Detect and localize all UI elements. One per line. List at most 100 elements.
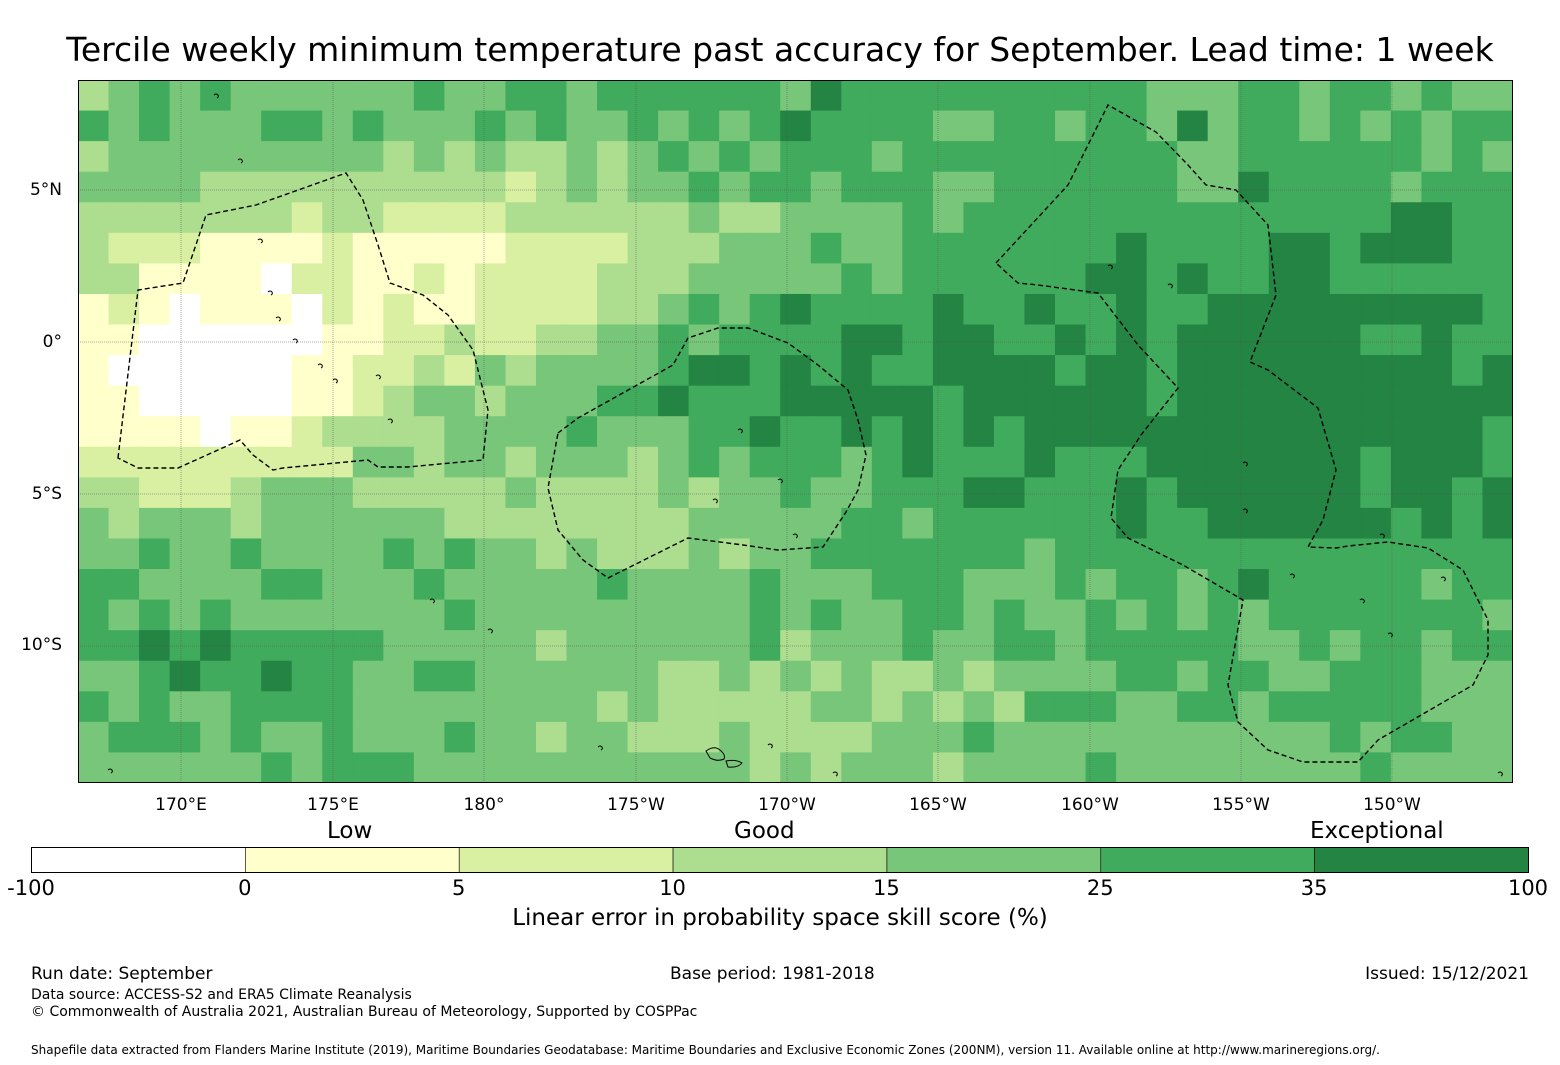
skill-cell	[566, 355, 598, 387]
skill-cell	[383, 385, 415, 417]
skill-cell	[291, 202, 323, 234]
skill-cell	[963, 232, 995, 264]
skill-cell	[1390, 416, 1422, 448]
skill-cell	[322, 599, 354, 631]
skill-cell	[1451, 569, 1484, 601]
skill-cell	[322, 80, 354, 112]
skill-cell	[1268, 416, 1300, 448]
skill-cell	[1299, 171, 1331, 203]
skill-cell	[1207, 446, 1239, 478]
skill-cell	[1055, 324, 1087, 356]
skill-cell	[78, 599, 110, 631]
skill-cell	[658, 324, 690, 356]
skill-cell	[1360, 171, 1392, 203]
skill-cell	[902, 80, 934, 112]
skill-cell	[1268, 721, 1300, 754]
skill-cell	[688, 691, 720, 723]
skill-cell	[1055, 691, 1087, 723]
skill-cell	[841, 263, 873, 295]
skill-cell	[505, 477, 537, 509]
island-mark	[387, 418, 393, 424]
skill-cell	[1451, 141, 1484, 173]
island-mark	[1387, 632, 1393, 638]
skill-cell	[1390, 171, 1422, 203]
skill-cell	[871, 752, 903, 783]
skill-cell	[291, 507, 323, 540]
skill-cell	[1146, 721, 1178, 754]
skill-cell	[1085, 80, 1117, 112]
skill-cell	[749, 110, 781, 142]
skill-cell	[1451, 232, 1484, 264]
skill-cell	[291, 171, 323, 203]
island-mark	[1242, 461, 1248, 467]
skill-cell	[1268, 263, 1300, 295]
skill-cell	[1085, 446, 1117, 478]
skill-cell	[1329, 263, 1361, 295]
island-mark	[429, 598, 435, 604]
skill-cell	[1177, 477, 1209, 509]
skill-cell	[383, 538, 415, 570]
skill-cell	[627, 721, 659, 754]
skill-cell	[261, 599, 293, 631]
skill-cell	[810, 80, 842, 112]
skill-cell	[1024, 202, 1056, 234]
skill-cell	[749, 569, 781, 601]
skill-cell	[230, 599, 262, 631]
skill-cell	[749, 263, 781, 295]
skill-cell	[444, 721, 476, 754]
skill-cell	[749, 507, 781, 540]
skill-cell	[505, 446, 537, 478]
skill-cell	[322, 232, 354, 264]
skill-cell	[139, 446, 171, 478]
skill-cell	[1116, 324, 1148, 356]
skill-cell	[810, 293, 842, 326]
skill-cell	[1360, 355, 1392, 387]
skill-cell	[841, 599, 873, 631]
skill-cell	[1421, 385, 1453, 417]
skill-cell	[1024, 446, 1056, 478]
skill-cell	[902, 202, 934, 234]
skill-cell	[627, 446, 659, 478]
skill-cell	[1055, 660, 1087, 692]
colorbar-bin-1	[245, 847, 460, 873]
skill-cell	[871, 538, 903, 570]
skill-cell	[444, 446, 476, 478]
skill-cell	[688, 660, 720, 692]
skill-cell	[1482, 232, 1513, 264]
skill-cell	[810, 721, 842, 754]
skill-cell	[719, 691, 751, 723]
skill-cell	[535, 538, 568, 570]
skill-cell	[535, 324, 568, 356]
skill-cell	[1238, 202, 1270, 234]
skill-cell	[352, 110, 384, 142]
skill-cell	[1329, 110, 1361, 142]
skill-cell	[902, 141, 934, 173]
skill-cell	[780, 446, 812, 478]
skill-cell	[1329, 355, 1361, 387]
skill-cell	[535, 752, 568, 783]
skill-cell	[139, 721, 171, 754]
skill-cell	[169, 202, 201, 234]
skill-cell	[474, 752, 507, 783]
skill-cell	[810, 569, 842, 601]
map-frame	[78, 80, 1513, 783]
skill-cell	[597, 355, 629, 387]
skill-cell	[383, 355, 415, 387]
skill-cell	[1390, 599, 1422, 631]
skill-cell	[1390, 80, 1422, 112]
skill-cell	[383, 416, 415, 448]
skill-cell	[200, 263, 232, 295]
skill-cell	[780, 263, 812, 295]
island-mark	[487, 628, 493, 634]
eez-boundaries	[117, 104, 1489, 763]
skill-cell	[1116, 446, 1148, 478]
skill-cell	[902, 110, 934, 142]
skill-cell	[535, 141, 568, 173]
skill-cell	[719, 141, 751, 173]
skill-cell	[658, 110, 690, 142]
skill-cell	[169, 538, 201, 570]
skill-cell	[444, 538, 476, 570]
skill-cell	[1390, 507, 1422, 540]
skill-cell	[658, 385, 690, 417]
skill-cell	[291, 752, 323, 783]
